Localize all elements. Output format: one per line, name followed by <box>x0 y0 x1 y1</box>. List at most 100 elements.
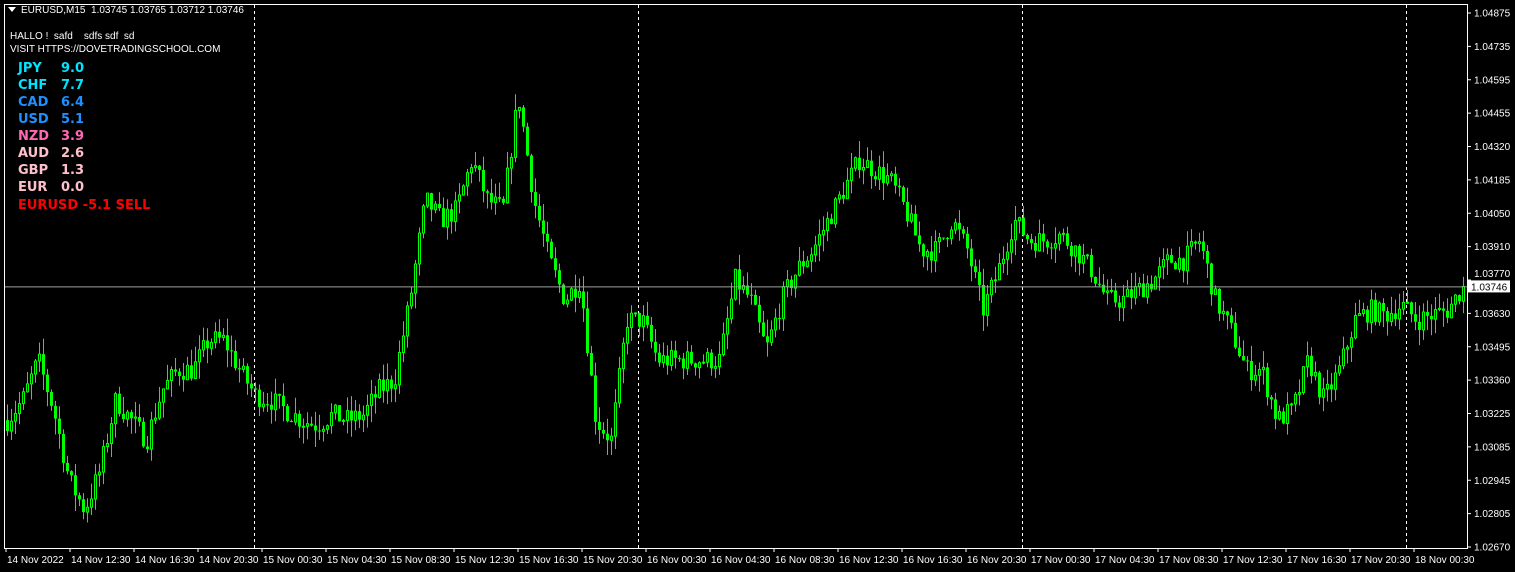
candle <box>1150 275 1153 293</box>
candle <box>610 427 613 455</box>
candle <box>342 418 345 426</box>
time-tick-label: 14 Nov 12:30 <box>71 555 131 566</box>
candle-body <box>570 288 573 301</box>
candle-body <box>390 379 393 389</box>
candle <box>334 403 337 420</box>
price-axis[interactable]: 1.04875 1.04735 1.04595 1.04455 1.04320 1.041… <box>1467 9 1511 554</box>
candle-body <box>546 233 549 242</box>
candle <box>694 362 697 376</box>
candle <box>714 356 717 379</box>
candle <box>110 417 113 457</box>
price-tick-label: 1.04320 <box>1474 142 1511 153</box>
candle-body <box>298 413 301 427</box>
candle <box>866 147 869 168</box>
candle-body <box>1222 310 1225 315</box>
candle <box>1102 274 1105 295</box>
candle <box>754 289 757 306</box>
candle-body <box>1038 233 1041 252</box>
candle-body <box>1058 233 1061 245</box>
candle-body <box>118 393 121 414</box>
candle-body <box>238 368 241 370</box>
candle-body <box>634 312 637 315</box>
candle <box>530 153 533 203</box>
price-tick-label: 1.03225 <box>1474 409 1511 420</box>
candle-body <box>1102 284 1105 293</box>
candle <box>1058 231 1061 251</box>
candle-body <box>1294 393 1297 405</box>
candle-body <box>762 322 765 337</box>
candle <box>130 409 133 434</box>
candle-body <box>6 420 9 431</box>
candle-body <box>306 423 309 427</box>
candle <box>318 414 321 440</box>
candle-body <box>1286 404 1289 424</box>
candle-body <box>150 419 153 450</box>
candle-body <box>1386 311 1389 322</box>
currency-code: JPY <box>18 61 42 76</box>
candle <box>1178 246 1181 273</box>
candle <box>86 498 89 523</box>
candle <box>542 204 545 247</box>
candle <box>314 411 317 447</box>
dropdown-triangle-icon[interactable] <box>8 7 16 12</box>
candle-body <box>854 157 857 169</box>
candle-body <box>1302 366 1305 394</box>
candle <box>1218 288 1221 322</box>
chart-header[interactable]: EURUSD,M15 1.03745 1.03765 1.03712 1.037… <box>8 5 244 17</box>
candle <box>438 192 441 212</box>
candle <box>462 184 465 196</box>
candle <box>374 385 377 414</box>
candle-body <box>598 421 601 430</box>
time-tick-label: 16 Nov 00:30 <box>647 555 707 566</box>
candle-body <box>1230 315 1233 323</box>
candle <box>1290 402 1293 416</box>
candle <box>1454 293 1457 312</box>
ohlc-label: 1.03745 1.03765 1.03712 1.03746 <box>91 5 244 16</box>
time-tick-label: 18 Nov 00:30 <box>1415 555 1475 566</box>
candle <box>570 286 573 301</box>
candle-body <box>1182 258 1185 271</box>
candle <box>1338 355 1341 376</box>
candle-body <box>322 428 325 432</box>
currency-code: CAD <box>18 95 49 110</box>
currency-strength-value: 1.3 <box>61 163 85 178</box>
candle-body <box>622 342 625 370</box>
candle-body <box>62 433 65 463</box>
candle <box>394 369 397 403</box>
candle <box>1146 275 1149 304</box>
candle-body <box>1190 241 1193 247</box>
bid-price-box <box>1468 280 1510 293</box>
candle-body <box>530 155 533 193</box>
candle-body <box>310 423 313 426</box>
candle-body <box>902 187 905 203</box>
candle <box>1158 257 1161 291</box>
candle-body <box>462 185 465 196</box>
candle-body <box>1014 220 1017 241</box>
candle <box>1294 392 1297 412</box>
candle-body <box>806 260 809 267</box>
candle-body <box>1274 399 1277 419</box>
candle <box>1334 364 1337 401</box>
candle-body <box>734 268 737 300</box>
candle <box>710 349 713 376</box>
candle-body <box>330 412 333 427</box>
candle-body <box>1098 283 1101 285</box>
candle <box>1306 341 1309 378</box>
time-axis[interactable]: 14 Nov 2022 14 Nov 12:30 14 Nov 16:30 14 No… <box>5 548 1475 566</box>
candle-body <box>826 218 829 231</box>
candle-body <box>426 192 429 207</box>
candle <box>1438 293 1441 312</box>
candle-body <box>66 462 69 472</box>
candle-body <box>1278 410 1281 420</box>
candle <box>782 281 785 331</box>
candle-body <box>1442 308 1445 311</box>
time-tick-label: 14 Nov 20:30 <box>199 555 259 566</box>
candle <box>430 192 433 222</box>
candle <box>730 282 733 324</box>
candle-body <box>1134 286 1137 299</box>
candle <box>282 383 285 422</box>
candle-body <box>714 366 717 369</box>
candle <box>386 363 389 405</box>
candle <box>1050 242 1053 260</box>
